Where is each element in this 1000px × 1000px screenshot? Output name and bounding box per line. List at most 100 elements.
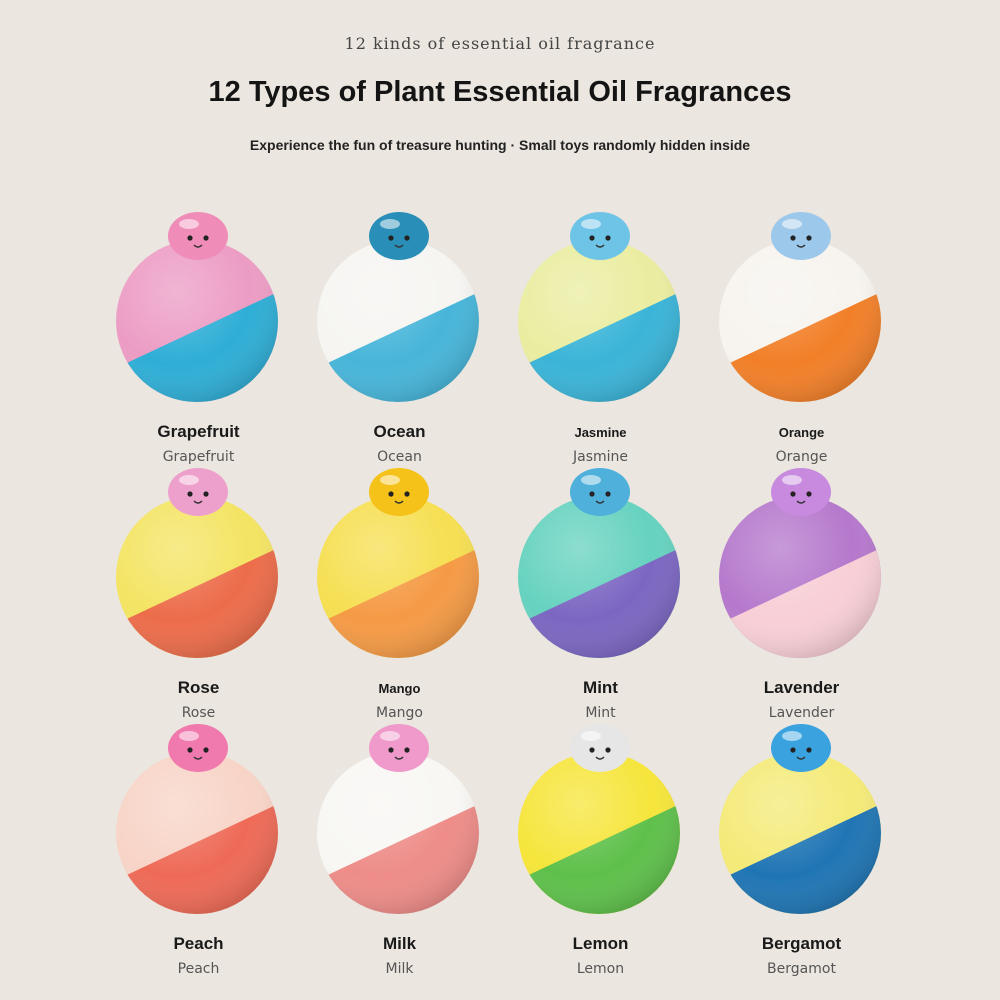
product-card-milk: Milk Milk: [299, 712, 500, 977]
toy-eye: [388, 747, 394, 753]
toy-highlight: [380, 731, 400, 741]
product-name: Ocean: [373, 422, 426, 441]
toy-mouth: [796, 244, 806, 248]
product-name: Peach: [173, 934, 224, 953]
product-card-ocean: Ocean Ocean: [299, 200, 500, 465]
toy-eye: [203, 747, 209, 753]
toy-eye: [187, 235, 193, 241]
product-card-jasmine: Jasmine Jasmine: [500, 200, 701, 465]
bath-bomb: [518, 752, 680, 914]
toy-highlight: [782, 475, 802, 485]
toy-mouth: [796, 756, 806, 760]
product-name: Jasmine: [574, 425, 627, 440]
product-card-orange: Orange Orange: [701, 200, 902, 465]
toy-highlight: [179, 219, 199, 229]
bath-bomb: [317, 496, 479, 658]
toy-body: [168, 724, 228, 772]
bath-bomb: [317, 752, 479, 914]
page-title: 12 Types of Plant Essential Oil Fragranc…: [208, 76, 792, 108]
product-name-secondary: Orange: [775, 449, 828, 465]
toy-highlight: [179, 731, 199, 741]
toy-eye: [203, 235, 209, 241]
bath-bomb: [116, 752, 278, 914]
toy-eye: [605, 235, 611, 241]
product-name: Milk: [382, 934, 417, 953]
bath-bomb: [719, 496, 881, 658]
toy-highlight: [581, 475, 601, 485]
bath-bomb: [719, 752, 881, 914]
toy-eye: [790, 235, 796, 241]
page-caption: 12 kinds of essential oil fragrance: [344, 34, 656, 53]
toy-figure-icon: [557, 456, 643, 520]
product-name-secondary: Bergamot: [767, 961, 836, 977]
bath-bomb-shading: [719, 496, 881, 658]
toy-body: [369, 212, 429, 260]
product-card-bergamot: Bergamot Bergamot: [701, 712, 902, 977]
toy-highlight: [179, 475, 199, 485]
toy-mouth: [193, 756, 203, 760]
toy-body: [168, 468, 228, 516]
toy-figure-icon: [155, 456, 241, 520]
product-name-secondary: Peach: [177, 961, 220, 977]
bath-bomb-shading: [719, 240, 881, 402]
toy-highlight: [782, 731, 802, 741]
toy-eye: [806, 235, 812, 241]
toy-eye: [203, 491, 209, 497]
toy-eye: [605, 491, 611, 497]
toy-figure-icon: [557, 200, 643, 264]
bath-bomb: [317, 240, 479, 402]
bath-bomb-shading: [116, 240, 278, 402]
toy-figure-icon: [758, 200, 844, 264]
toy-eye: [404, 235, 410, 241]
toy-eye: [404, 491, 410, 497]
toy-figure-icon: [758, 456, 844, 520]
bath-bomb: [518, 496, 680, 658]
toy-mouth: [394, 244, 404, 248]
toy-highlight: [380, 219, 400, 229]
product-card-peach: Peach Peach: [98, 712, 299, 977]
product-name: Mango: [378, 681, 421, 696]
bath-bomb-shading: [116, 752, 278, 914]
toy-highlight: [380, 475, 400, 485]
product-name-secondary: Jasmine: [572, 449, 628, 465]
toy-figure-icon: [557, 712, 643, 776]
toy-eye: [605, 747, 611, 753]
bath-bomb-shading: [116, 496, 278, 658]
toy-body: [771, 724, 831, 772]
product-name-secondary: Mint: [585, 705, 616, 721]
product-card-rose: Rose Rose: [98, 456, 299, 721]
toy-figure-icon: [155, 712, 241, 776]
toy-eye: [589, 235, 595, 241]
bath-bomb: [116, 496, 278, 658]
bath-bomb-shading: [518, 240, 680, 402]
toy-eye: [388, 235, 394, 241]
toy-body: [570, 468, 630, 516]
toy-eye: [388, 491, 394, 497]
product-name-secondary: Grapefruit: [162, 449, 235, 465]
toy-eye: [790, 491, 796, 497]
bath-bomb-shading: [317, 496, 479, 658]
toy-mouth: [796, 500, 806, 504]
product-card-lemon: Lemon Lemon: [500, 712, 701, 977]
product-card-lavender: Lavender Lavender: [701, 456, 902, 721]
toy-eye: [589, 747, 595, 753]
product-name-secondary: Rose: [181, 705, 216, 721]
toy-mouth: [193, 500, 203, 504]
product-name-secondary: Mango: [376, 705, 423, 721]
product-name: Rose: [177, 678, 220, 697]
product-name: Mint: [583, 678, 618, 697]
product-name-secondary: Lavender: [768, 705, 835, 721]
toy-eye: [790, 747, 796, 753]
toy-highlight: [581, 731, 601, 741]
product-name-secondary: Milk: [385, 961, 414, 977]
toy-body: [369, 724, 429, 772]
toy-body: [168, 212, 228, 260]
product-name: Bergamot: [761, 934, 842, 953]
product-name: Grapefruit: [157, 422, 240, 441]
toy-mouth: [595, 244, 605, 248]
bath-bomb: [116, 240, 278, 402]
toy-eye: [806, 747, 812, 753]
toy-body: [369, 468, 429, 516]
toy-highlight: [581, 219, 601, 229]
toy-eye: [806, 491, 812, 497]
